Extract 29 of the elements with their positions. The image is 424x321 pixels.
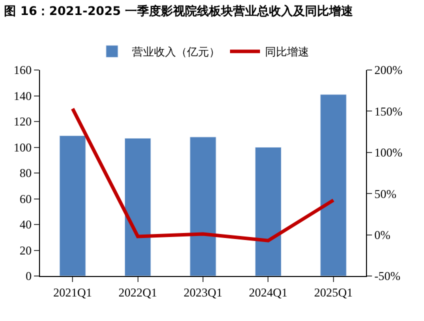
y-tick-label: 160 bbox=[14, 63, 32, 78]
x-tick-label: 2021Q1 bbox=[53, 285, 92, 300]
y-tick-label: 40 bbox=[20, 218, 32, 232]
y-tick-label: 140 bbox=[14, 88, 32, 103]
legend-label: 营业收入（亿元） bbox=[132, 46, 220, 59]
bar bbox=[190, 136, 216, 276]
y-tick-label: 80 bbox=[20, 166, 32, 180]
x-tick-label: 2024Q1 bbox=[248, 285, 288, 300]
bar bbox=[124, 138, 152, 276]
bar bbox=[254, 147, 282, 276]
y2-tick-label: 50% bbox=[374, 186, 396, 201]
y2-tick-label: 200% bbox=[374, 63, 402, 78]
y-tick-label: 120 bbox=[14, 114, 32, 129]
y-tick-label: 0 bbox=[26, 269, 32, 284]
y-tick-label: 20 bbox=[20, 243, 32, 258]
legend-label: 同比增速 bbox=[265, 46, 309, 59]
line-series bbox=[70, 106, 336, 242]
y2-tick-label: -50% bbox=[374, 269, 400, 284]
chart-title: 图 16：2021-2025 一季度影视院线板块营业总收入及同比增速 bbox=[4, 4, 354, 18]
y-tick-label: 100 bbox=[14, 140, 32, 154]
y-tick-label: 60 bbox=[20, 192, 32, 206]
x-tick-label: 2025Q1 bbox=[314, 285, 353, 300]
y2-tick-label: 150% bbox=[374, 104, 402, 118]
x-tick-label: 2023Q1 bbox=[184, 285, 222, 300]
bar bbox=[59, 135, 86, 276]
bar bbox=[320, 94, 347, 276]
y2-tick-label: 0% bbox=[374, 228, 390, 242]
y2-tick-label: 100% bbox=[374, 146, 402, 160]
x-tick-label: 2022Q1 bbox=[118, 285, 158, 300]
